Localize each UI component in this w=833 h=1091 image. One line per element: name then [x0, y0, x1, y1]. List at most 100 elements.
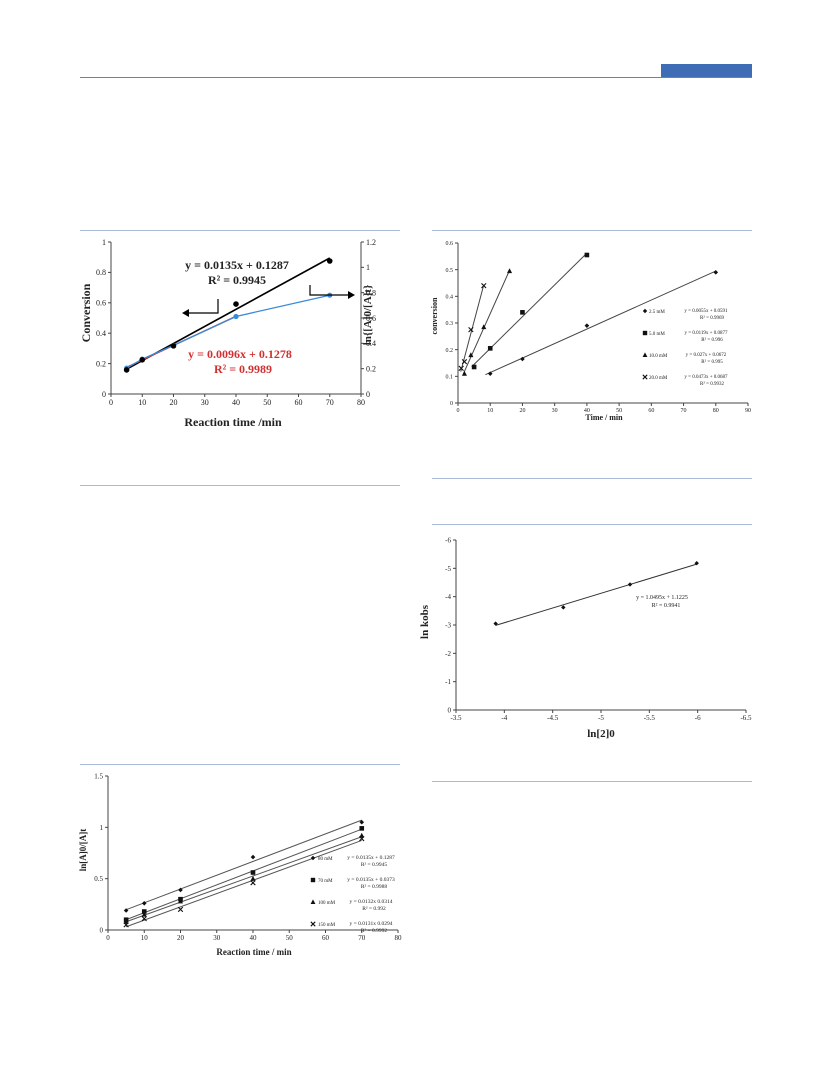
legend-marker — [642, 308, 648, 314]
legend-label: 80 mM — [318, 857, 333, 862]
data-point — [177, 898, 184, 904]
y-tick-label: 1 — [366, 263, 370, 272]
data-point — [178, 887, 183, 893]
fit-line — [125, 828, 362, 921]
x-tick-label: -5.5 — [644, 714, 656, 722]
data-point — [359, 832, 365, 838]
left-y-axis-label: Conversion — [79, 283, 93, 342]
right-axis-arrowhead — [348, 291, 355, 299]
x-axis-label: Reaction time /min — [184, 415, 282, 429]
y-tick-label: -5 — [445, 565, 451, 573]
y-tick-label: -2 — [445, 650, 451, 658]
x-tick-label: -4.5 — [547, 714, 559, 722]
chart2-top-rule — [432, 230, 752, 231]
data-point — [177, 906, 184, 913]
data-point-blue — [233, 313, 239, 320]
fit-r2-red: R² = 0.9989 — [214, 362, 272, 376]
x-tick-label: 0 — [109, 398, 113, 407]
data-point — [123, 922, 129, 928]
y-tick-label: 1.5 — [94, 772, 103, 780]
x-tick-label: 80 — [395, 934, 403, 942]
legend-equation: y = 0.027x + 0.0672 — [686, 353, 727, 358]
x-tick-label: 10 — [141, 934, 149, 942]
data-point — [481, 324, 487, 330]
x-tick-label: 20 — [519, 408, 525, 414]
x-tick-label: 40 — [250, 934, 258, 942]
y-tick-label: 0 — [366, 390, 370, 399]
legend-equation: y = 0.0135x + 0.0373 — [347, 877, 395, 883]
left-axis-arrowhead — [182, 309, 189, 317]
x-tick-label: 40 — [584, 408, 590, 414]
y-tick-label: 0 — [102, 390, 106, 399]
y-tick-label: -6 — [445, 536, 451, 544]
legend-equation: y = 0.0119x + 0.0877 — [685, 331, 728, 336]
y-tick-label: 1.2 — [366, 238, 376, 247]
x-tick-label: -6.5 — [740, 714, 752, 722]
y-tick-label: 0 — [450, 401, 453, 407]
x-tick-label: 70 — [681, 408, 687, 414]
data-point — [627, 582, 633, 587]
header-tab — [661, 64, 752, 77]
x-tick-label: 30 — [213, 934, 221, 942]
legend-r2: R² = 0.9969 — [700, 315, 724, 321]
ln-kobs-chart: -3.5 -4 -4.5 -5 -5.5 -6 -6.5 0 -1 -2 -3 -4 -5 -6 y = … — [419, 536, 752, 740]
data-point-black — [139, 357, 146, 363]
y-tick-label: 0.4 — [366, 339, 376, 348]
legend-r2: R² = 0.9932 — [700, 381, 724, 387]
data-point — [468, 352, 474, 358]
legend-r2: R² = 0.9988 — [361, 884, 388, 890]
legend-label: 20.0 mM — [649, 376, 668, 381]
fit-equation-red: y = 0.0096x + 0.1278 — [188, 347, 292, 361]
x-tick-label: -4 — [501, 714, 507, 722]
legend-label: 2.5 mM — [649, 310, 665, 315]
y-tick-label: 0 — [100, 926, 104, 934]
y-tick-label: 0.1 — [446, 374, 454, 380]
legend-equation: y = 0.0131x 0.0294 — [350, 921, 393, 927]
x-tick-label: 30 — [201, 398, 209, 407]
data-point — [250, 870, 256, 875]
y-tick-label: 0.4 — [96, 329, 106, 338]
y-axis-label: conversion — [430, 297, 439, 334]
x-tick-label: 60 — [322, 934, 330, 942]
right-axis-arrow — [309, 285, 348, 296]
data-point — [250, 880, 256, 886]
data-point — [359, 826, 365, 831]
data-point — [471, 364, 477, 370]
y-tick-label: 0.8 — [96, 268, 106, 277]
chart3-top-rule — [432, 524, 752, 525]
x-tick-label: 0 — [457, 408, 460, 414]
conversion-vs-time-chart: 0 10 20 30 40 50 60 70 80 90 0 0.1 0.2 0.3 0.4 0.5 0.6 2… — [430, 241, 751, 422]
x-tick-label: 50 — [286, 934, 294, 942]
x-tick-label: 60 — [648, 408, 654, 414]
y-axis-label: ln[A]0/[A]t — [78, 829, 88, 872]
x-tick-label: -3.5 — [450, 714, 462, 722]
x-tick-label: 70 — [326, 398, 334, 407]
data-point — [468, 326, 474, 333]
conversion-kinetics-chart: 0 10 20 30 40 50 60 70 8000.20.40.60.8100.20.40.… — [79, 238, 376, 429]
legend-r2: R² = 0.992 — [362, 906, 386, 912]
fit-equation-black: y = 0.0135x + 0.1287 — [185, 258, 289, 272]
data-point — [123, 919, 129, 924]
x-tick-label: 50 — [263, 398, 271, 407]
y-tick-label: 0 — [448, 706, 452, 714]
x-axis-label: Time / min — [585, 413, 623, 422]
data-point — [487, 371, 493, 376]
data-point — [507, 268, 513, 274]
y-tick-label: 0.3 — [446, 321, 454, 327]
y-tick-label: 0.6 — [96, 299, 106, 308]
legend-marker — [310, 877, 316, 883]
y-tick-label: -1 — [445, 678, 451, 686]
x-tick-label: 80 — [713, 408, 719, 414]
data-point — [123, 908, 129, 913]
x-tick-label: -5 — [598, 714, 604, 722]
legend-equation: y = 0.0473x + 0.0687 — [684, 375, 728, 380]
data-point — [461, 358, 468, 365]
legend-marker — [310, 921, 316, 927]
y-tick-label: 0.2 — [96, 359, 106, 368]
chart4-top-rule — [80, 764, 400, 765]
chart3-bottom-rule — [432, 781, 752, 782]
legend-r2: R² = 0.9992 — [361, 928, 388, 934]
legend-label: 10.0 mM — [649, 354, 668, 359]
x-axis-label: ln[2]0 — [587, 728, 615, 740]
data-point — [461, 370, 467, 376]
